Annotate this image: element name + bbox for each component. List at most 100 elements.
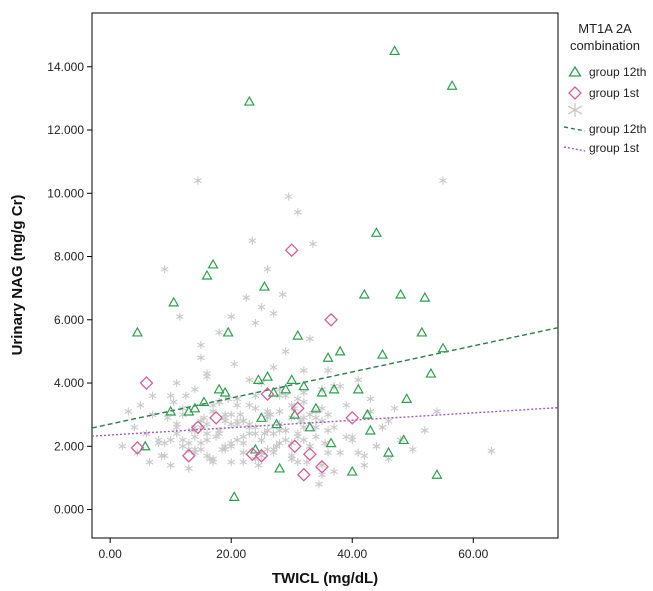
legend-dashed-line-icon (563, 126, 586, 132)
data-point-other (433, 407, 441, 416)
legend-dotted-line-icon (563, 146, 586, 152)
data-point-other (354, 375, 363, 384)
data-point-other (269, 448, 278, 457)
x-tick-label: 60.00 (458, 547, 488, 561)
data-point-other (154, 439, 163, 448)
data-point-other (136, 401, 145, 410)
data-point-group-12th (201, 269, 213, 280)
data-point-other (306, 334, 314, 343)
data-point-other (324, 426, 332, 435)
data-point-group-12th (255, 412, 267, 422)
data-point-group-1st (296, 467, 311, 482)
data-point-other (218, 445, 226, 454)
data-point-group-1st (130, 440, 145, 455)
data-point-other (299, 398, 308, 407)
data-point-group-12th (431, 469, 443, 479)
legend: MT1A 2A combination group 12th group 1st… (563, 21, 646, 155)
legend-label-group-1st: group 1st (589, 86, 640, 100)
data-point-group-1st (284, 243, 299, 258)
data-point-other (260, 429, 269, 438)
data-point-group-12th (139, 440, 151, 451)
y-axis: 0.000 2.000 4.000 6.000 8.000 10.000 12.000 14.… (47, 60, 92, 517)
legend-title-line-2: combination (570, 38, 640, 53)
data-point-other (230, 360, 239, 369)
data-point-other (293, 208, 302, 217)
data-point-group-12th (346, 465, 358, 476)
data-point-group-12th (334, 345, 346, 356)
y-tick-label: 14.000 (47, 60, 84, 74)
data-point-other (287, 454, 296, 463)
data-point-other (181, 391, 190, 400)
y-tick-label: 12.000 (47, 123, 84, 137)
data-point-group-12th (228, 491, 240, 501)
data-point-group-12th (322, 352, 334, 362)
data-point-other (275, 407, 284, 416)
data-point-other (309, 239, 317, 248)
data-point-other (378, 423, 387, 432)
data-point-group-12th (258, 280, 271, 291)
data-point-group-1st (290, 401, 305, 416)
data-point-other (439, 176, 447, 185)
data-point-group-12th (352, 383, 364, 394)
data-point-group-12th (383, 446, 395, 457)
data-point-other (257, 451, 266, 460)
data-point-other (299, 413, 308, 422)
data-point-other (191, 385, 199, 394)
data-point-other (348, 432, 357, 441)
legend-label-fit-group-12th: group 12th (589, 122, 646, 136)
legend-label-group-12th: group 12th (589, 65, 646, 79)
data-point-other (372, 442, 381, 451)
data-point-other (263, 265, 272, 274)
data-point-group-12th (168, 296, 180, 307)
data-point-group-12th (370, 227, 382, 237)
data-point-group-1st (315, 459, 329, 474)
data-point-other (408, 445, 417, 454)
y-axis-title: Urinary NAG (mg/g Cr) (9, 195, 26, 356)
data-point-group-12th (213, 383, 225, 394)
data-point-group-12th (325, 437, 337, 448)
x-tick-label: 40.00 (337, 547, 367, 561)
data-point-group-1st (254, 448, 269, 463)
data-point-group-12th (316, 386, 328, 397)
data-point-other (166, 391, 175, 400)
data-point-group-12th (425, 367, 437, 378)
data-point-other (221, 410, 230, 419)
data-point-other (266, 410, 275, 419)
data-point-group-12th (252, 374, 264, 384)
data-point-group-12th (219, 386, 231, 397)
x-axis-title: TWICL (mg/dL) (272, 570, 378, 587)
data-point-other (145, 458, 154, 467)
data-point-other (221, 445, 230, 454)
y-tick-label: 4.000 (54, 376, 84, 390)
data-point-other (166, 461, 175, 470)
data-point-group-12th (310, 402, 322, 413)
data-point-other (278, 290, 287, 299)
data-point-other (420, 426, 429, 435)
data-point-group-12th (389, 45, 401, 56)
data-point-group-1st (245, 447, 260, 462)
data-point-other (251, 391, 260, 400)
data-point-other (242, 293, 251, 302)
data-point-group-12th (280, 383, 292, 394)
data-point-other (239, 458, 248, 467)
data-point-group-12th (361, 408, 373, 419)
data-point-other (302, 458, 311, 467)
data-point-other (330, 467, 338, 476)
data-point-group-1st (139, 376, 154, 390)
data-point-group-12th (271, 418, 283, 429)
data-point-other (184, 464, 193, 473)
data-point-group-12th (261, 370, 274, 381)
data-point-other (390, 404, 399, 413)
data-point-other (336, 448, 344, 457)
data-point-group-1st (260, 387, 275, 402)
data-point-other (245, 401, 254, 410)
x-tick-label: 0.00 (98, 547, 122, 561)
data-point-group-12th (207, 258, 219, 269)
data-point-other (124, 407, 133, 416)
data-point-other (236, 410, 245, 419)
data-point-other (184, 439, 193, 448)
data-point-group-12th (437, 342, 449, 353)
data-point-group-12th (298, 380, 310, 391)
y-tick-label: 10.000 (47, 186, 84, 200)
legend-asterisk-icon (567, 103, 583, 117)
